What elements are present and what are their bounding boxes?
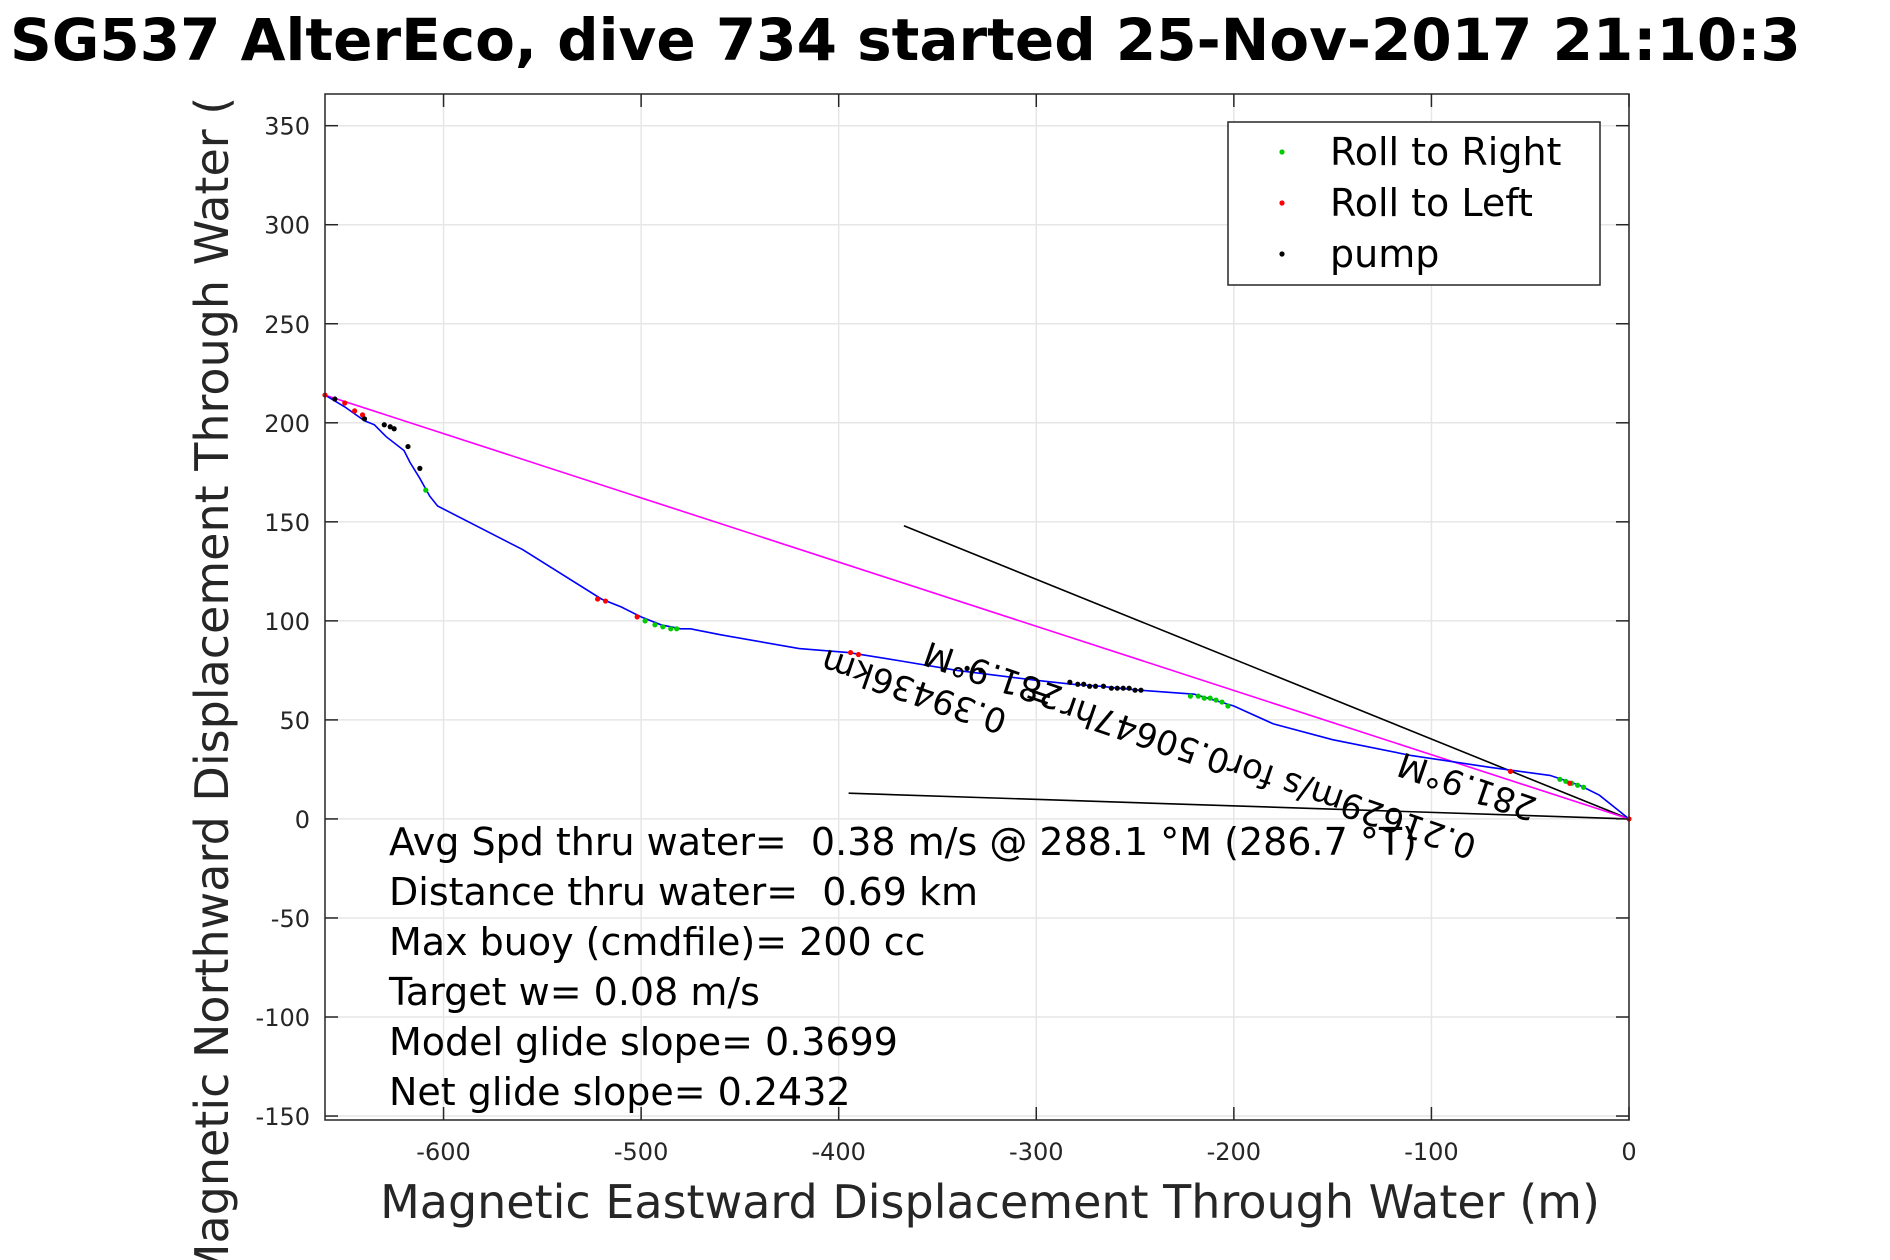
roll-right-point [1195, 693, 1201, 699]
roll-left-point [1507, 768, 1514, 774]
pump-point [978, 667, 984, 673]
y-tick-label: 250 [264, 311, 310, 339]
roll-right-point [1201, 695, 1207, 701]
x-tick-label: -100 [1404, 1138, 1458, 1166]
pump-point [381, 422, 387, 428]
roll-right-point [1563, 778, 1569, 784]
pump-point [1138, 687, 1144, 693]
y-axis-label: Magnetic Northward Displacement Through … [185, 97, 239, 1260]
roll-left-point [342, 400, 348, 406]
x-tick-label: -300 [1009, 1138, 1063, 1166]
y-tick-label: 200 [264, 410, 310, 438]
stats-line: Model glide slope= 0.3699 [389, 1020, 898, 1064]
y-tick-label: 350 [264, 113, 310, 141]
roll-right-point [423, 487, 429, 493]
roll-left-point [352, 408, 358, 414]
stats-line: Avg Spd thru water= 0.38 m/s @ 288.1 °M … [389, 820, 1417, 864]
pump-point [1067, 679, 1073, 685]
pump-point [417, 465, 423, 471]
legend-label: Roll to Left [1330, 181, 1533, 225]
legend-marker [1279, 251, 1285, 257]
pump-point [1120, 685, 1126, 691]
y-tick-label: 100 [264, 608, 310, 636]
stats-line: Distance thru water= 0.69 km [389, 870, 978, 914]
roll-left-point [595, 596, 601, 602]
legend-label: pump [1330, 232, 1439, 276]
pump-point [1132, 687, 1138, 693]
roll-right-point [1575, 782, 1581, 788]
roll-left-point [634, 614, 640, 620]
pump-point [1114, 685, 1120, 691]
x-tick-label: 0 [1621, 1138, 1636, 1166]
roll-left-point [847, 649, 854, 656]
roll-right-point [652, 622, 658, 628]
x-tick-label: -600 [416, 1138, 470, 1166]
roll-right-point [668, 626, 674, 632]
plot-area: 281.9°M0.39436km 0.21629m/s for0.50647hr … [322, 392, 1632, 866]
x-tick-label: -400 [811, 1138, 865, 1166]
heading-line [848, 792, 1630, 820]
axes-box [324, 93, 1630, 1121]
roll-right-point [1207, 695, 1213, 701]
pump-point [1126, 685, 1132, 691]
roll-left-point [359, 412, 366, 418]
pump-point [391, 426, 397, 432]
axes: -600 -500 -400 -300 -200 -100 0350300250200150… [256, 93, 1637, 1166]
pump-point [387, 424, 393, 430]
roll-right-point [660, 624, 666, 630]
legend-label: Roll to Right [1330, 130, 1561, 174]
pump-point [1075, 681, 1081, 687]
stats-annotations: Avg Spd thru water= 0.38 m/s @ 288.1 °M … [388, 820, 1417, 1114]
roll-left-point [602, 598, 609, 604]
pump-point [1100, 683, 1107, 689]
pump-point [1087, 683, 1093, 689]
roll-right-point [1187, 693, 1193, 699]
legend-box [1227, 121, 1601, 286]
y-tick-label: 0 [295, 806, 310, 834]
x-tick-label: -500 [614, 1138, 668, 1166]
roll-right-point [1557, 776, 1563, 782]
y-tick-label: 50 [279, 707, 310, 735]
legend-marker [1279, 149, 1285, 155]
net-displacement-line [324, 394, 1630, 820]
roll-right-point [1225, 703, 1231, 709]
stats-line: Target w= 0.08 m/s [388, 970, 760, 1014]
y-tick-label: -100 [256, 1004, 310, 1032]
roll-right-point [1219, 699, 1225, 705]
x-axis-label: Magnetic Eastward Displacement Through W… [380, 1175, 1600, 1229]
pump-point [332, 396, 338, 402]
legend-marker [1279, 200, 1285, 206]
chart-title: SG537 AlterEco, dive 734 started 25-Nov-… [10, 6, 1801, 74]
roll-left-point [1567, 780, 1573, 786]
roll-right-point [1213, 697, 1219, 703]
pump-point [405, 443, 411, 450]
roll-right-point [674, 626, 680, 632]
roll-right-point [1580, 784, 1587, 790]
y-tick-label: 300 [264, 212, 310, 240]
roll-left-point [855, 651, 862, 658]
legend: Roll to Right Roll to Left pump [1227, 121, 1601, 286]
roll-right-point [642, 618, 648, 624]
y-tick-label: -50 [271, 905, 310, 933]
y-tick-label: 150 [264, 509, 310, 537]
stats-line: Max buoy (cmdfile)= 200 cc [389, 920, 926, 964]
y-tick-label: -150 [256, 1103, 310, 1131]
track-line [324, 394, 1630, 820]
pump-point [1108, 685, 1114, 691]
pump-point [1092, 683, 1099, 689]
pump-point [361, 416, 368, 422]
pump-point [964, 665, 970, 672]
stats-line: Net glide slope= 0.2432 [389, 1070, 851, 1114]
pump-point [1081, 681, 1087, 687]
x-tick-label: -200 [1207, 1138, 1261, 1166]
